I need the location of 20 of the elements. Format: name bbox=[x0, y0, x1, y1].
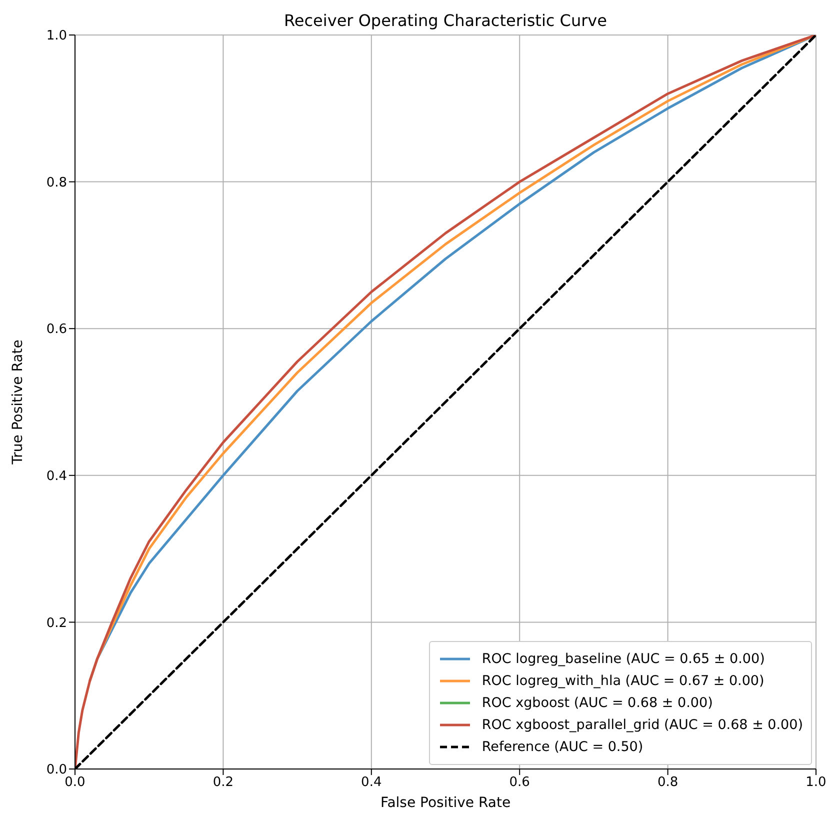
y-tick-label: 0.6 bbox=[46, 322, 67, 338]
x-tick-label: 0.2 bbox=[212, 775, 234, 790]
x-tick-label: 0.8 bbox=[657, 775, 678, 790]
y-tick-label: 0.4 bbox=[46, 469, 67, 484]
y-tick-label: 1.0 bbox=[46, 28, 67, 44]
x-tick-label: 0.4 bbox=[361, 775, 382, 790]
x-tick-label: 0.6 bbox=[509, 775, 530, 790]
legend-label: ROC xgboost (AUC = 0.68 ± 0.00) bbox=[482, 695, 713, 711]
x-axis-title: False Positive Rate bbox=[380, 795, 511, 811]
y-axis-title: True Positive Rate bbox=[10, 340, 26, 466]
x-tick-label: 1.0 bbox=[806, 775, 826, 790]
y-tick-label: 0.2 bbox=[46, 616, 67, 631]
legend-label: ROC logreg_with_hla (AUC = 0.67 ± 0.00) bbox=[482, 673, 764, 689]
x-tick-label: 0.0 bbox=[64, 775, 86, 790]
y-tick-label: 0.8 bbox=[46, 175, 67, 190]
legend-label: ROC logreg_baseline (AUC = 0.65 ± 0.00) bbox=[482, 651, 765, 667]
y-tick-label: 0.0 bbox=[46, 762, 67, 778]
chart-title: Receiver Operating Characteristic Curve bbox=[283, 11, 608, 30]
legend-label: Reference (AUC = 0.50) bbox=[482, 739, 644, 755]
legend-label: ROC xgboost_parallel_grid (AUC = 0.68 ± 0.00) bbox=[482, 717, 803, 733]
